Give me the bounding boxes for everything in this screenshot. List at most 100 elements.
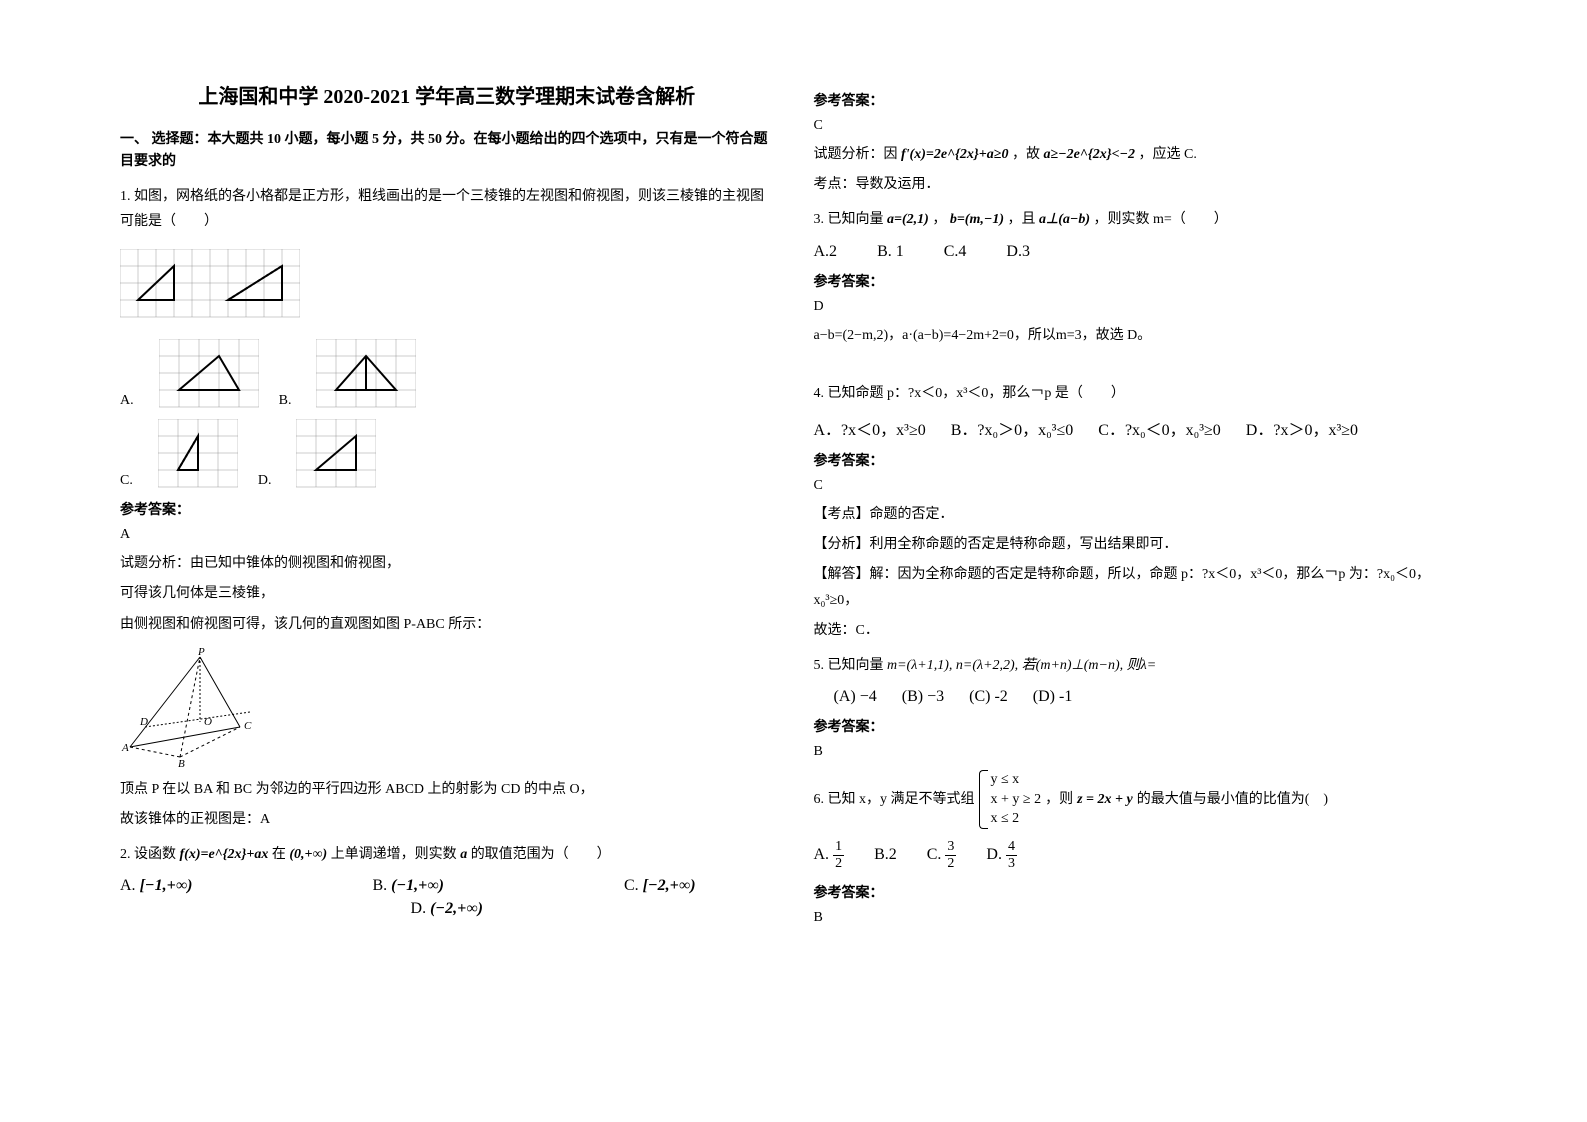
q1-optA-svg bbox=[159, 339, 259, 409]
q6-s1: y ≤ x bbox=[991, 770, 1042, 790]
q5-f1: m=(λ+1,1), n=(λ+2,2), 若(m+n)⊥(m−n), 则λ= bbox=[887, 658, 1156, 673]
q6-fCn: 3 bbox=[945, 839, 956, 856]
q6-fDd: 3 bbox=[1006, 856, 1017, 872]
q1-a2: 可得该几何体是三棱锥， bbox=[120, 581, 774, 606]
svg-text:A: A bbox=[121, 742, 129, 754]
q2-aa: 试题分析：因 bbox=[814, 147, 898, 162]
q3-text: 3. 已知向量 a=(2,1) ， b=(m,−1) ，且 a⊥(a−b) ，则… bbox=[814, 207, 1468, 232]
q3-td: ，则实数 m=（ ） bbox=[1094, 212, 1228, 227]
q6-opts: A. 12 B.2 C. 32 D. 43 bbox=[814, 839, 1468, 872]
q2-oD: (−2,+∞) bbox=[430, 900, 483, 917]
q5-ans: B bbox=[814, 744, 1468, 760]
q4-oD: D．?x＞0，x³≥0 bbox=[1246, 416, 1358, 440]
q3-analysis: a−b=(2−m,2)，a·(a−b)=4−2m+2=0，所以m=3，故选 D。 bbox=[814, 323, 1468, 348]
q1-optC-label: C. bbox=[120, 473, 133, 489]
q6-system: y ≤ x x + y ≥ 2 x ≤ 2 bbox=[979, 770, 1042, 829]
q5-oB: −3 bbox=[927, 688, 944, 705]
svg-text:C: C bbox=[244, 720, 252, 732]
svg-text:O: O bbox=[204, 716, 212, 728]
q6-fracC: 32 bbox=[945, 839, 956, 872]
q2-af1: f'(x)=2e^{2x}+a≥0 bbox=[901, 147, 1008, 162]
q3-ta: 3. 已知向量 bbox=[814, 212, 884, 227]
q2-opts2: D. (−2,+∞) bbox=[120, 900, 774, 918]
q5-oBl: (B) bbox=[902, 688, 923, 705]
q4-opts: A．?x＜0，x³≥0 B．?x₀＞0，x₀³≤0 C．?x₀＜0，x₀³≥0 … bbox=[814, 416, 1468, 440]
q2-ans: C bbox=[814, 118, 1468, 134]
q5-oC: -2 bbox=[994, 688, 1007, 705]
q1-ans: A bbox=[120, 527, 774, 543]
q6-oDl: D. bbox=[986, 846, 1002, 863]
q4-oC: C．?x₀＜0，x₀³≥0 bbox=[1098, 416, 1221, 440]
q6-f1: z = 2x + y bbox=[1077, 787, 1133, 812]
q6-ans-label: 参考答案： bbox=[814, 882, 1468, 902]
q1-optA-label: A. bbox=[120, 393, 134, 409]
q2-ans-label: 参考答案： bbox=[814, 90, 1468, 110]
q1-optB-svg bbox=[316, 339, 416, 409]
q5-oDl: (D) bbox=[1033, 688, 1055, 705]
page-title: 上海国和中学 2020-2021 学年高三数学理期末试卷含解析 bbox=[120, 80, 774, 109]
q2-ta: 2. 设函数 bbox=[120, 847, 176, 862]
q5-text: 5. 已知向量 m=(λ+1,1), n=(λ+2,2), 若(m+n)⊥(m−… bbox=[814, 653, 1468, 678]
q6-tb: ，则 bbox=[1045, 787, 1073, 812]
q2-oB: (−1,+∞) bbox=[391, 877, 444, 894]
q2-oC: [−2,+∞) bbox=[643, 877, 696, 894]
q6-ans: B bbox=[814, 910, 1468, 926]
q2-ad: 考点：导数及运用． bbox=[814, 172, 1468, 197]
q1-a1: 试题分析：由已知中锥体的侧视图和俯视图， bbox=[120, 551, 774, 576]
q2-tc: 上单调递增，则实数 bbox=[331, 847, 457, 862]
q4-a3: 【解答】解：因为全称命题的否定是特称命题，所以，命题 p：?x＜0，x³＜0，那… bbox=[814, 562, 1468, 612]
q1-options-row1: A. B. bbox=[120, 339, 774, 409]
q6-oCl: C. bbox=[927, 846, 942, 863]
q1-a5: 故该锥体的正视图是：A bbox=[120, 807, 774, 832]
q5-oAl: (A) bbox=[834, 688, 856, 705]
q3-opts: A.2 B. 1 C.4 D.3 bbox=[814, 243, 1468, 261]
q3-f2: b=(m,−1) bbox=[950, 212, 1004, 227]
q2-ab: ，故 bbox=[1012, 147, 1040, 162]
q2-oAl: A. bbox=[120, 877, 136, 894]
q1-a3: 由侧视图和俯视图可得，该几何的直观图如图 P-ABC 所示： bbox=[120, 612, 774, 637]
q5-ans-label: 参考答案： bbox=[814, 716, 1468, 736]
q2-f2: (0,+∞) bbox=[289, 847, 327, 862]
q2-oBl: B. bbox=[372, 877, 387, 894]
q6-oAl: A. bbox=[814, 846, 830, 863]
q5-oCl: (C) bbox=[969, 688, 990, 705]
q1-options-row2: C. D. bbox=[120, 419, 774, 489]
q6-s3: x ≤ 2 bbox=[991, 809, 1042, 829]
q3-ans: D bbox=[814, 299, 1468, 315]
q4-text: 4. 已知命题 p：?x＜0，x³＜0，那么￢p 是（ ） bbox=[814, 381, 1468, 406]
q2-f3: a bbox=[460, 847, 467, 862]
q4-a1: 【考点】命题的否定． bbox=[814, 502, 1468, 527]
q3-f1: a=(2,1) bbox=[887, 212, 929, 227]
q1-optD-svg bbox=[296, 419, 376, 489]
q5-ta: 5. 已知向量 bbox=[814, 658, 884, 673]
q6-fAd: 2 bbox=[833, 856, 844, 872]
q2-analysis: 试题分析：因 f'(x)=2e^{2x}+a≥0 ，故 a≥−2e^{2x}<−… bbox=[814, 142, 1468, 167]
q1-a4: 顶点 P 在以 BA 和 BC 为邻边的平行四边形 ABCD 上的射影为 CD … bbox=[120, 777, 774, 802]
q2-opts1: A. [−1,+∞) B. (−1,+∞) C. [−2,+∞) bbox=[120, 877, 774, 895]
q3-tb: ， bbox=[932, 212, 946, 227]
q6-fCd: 2 bbox=[945, 856, 956, 872]
q6-tc: 的最大值与最小值的比值为( ) bbox=[1137, 787, 1328, 812]
q3-oD: D.3 bbox=[1006, 243, 1030, 261]
q6-fracD: 43 bbox=[1006, 839, 1017, 872]
q6-oBl: B.2 bbox=[874, 846, 897, 864]
q2-tb: 在 bbox=[272, 847, 286, 862]
q5-oD: -1 bbox=[1059, 688, 1072, 705]
q2-oCl: C. bbox=[624, 877, 639, 894]
q2-td: 的取值范围为（ ） bbox=[471, 847, 611, 862]
q1-given-figure bbox=[120, 249, 300, 324]
q2-text: 2. 设函数 f(x)=e^{2x}+ax 在 (0,+∞) 上单调递增，则实数… bbox=[120, 842, 774, 867]
q1-optB-label: B. bbox=[279, 393, 292, 409]
q2-af2: a≥−2e^{2x}<−2 bbox=[1043, 147, 1135, 162]
q3-ans-label: 参考答案： bbox=[814, 271, 1468, 291]
q1-tetra-svg: P A B C D O bbox=[120, 647, 300, 767]
q5-oA: −4 bbox=[860, 688, 877, 705]
q2-f1: f(x)=e^{2x}+ax bbox=[180, 847, 269, 862]
q4-oA: A．?x＜0，x³≥0 bbox=[814, 416, 926, 440]
q2-ac: ，应选 C. bbox=[1139, 147, 1197, 162]
q4-a2: 【分析】利用全称命题的否定是特称命题，写出结果即可． bbox=[814, 532, 1468, 557]
q4-a4: 故选：C． bbox=[814, 618, 1468, 643]
q3-oC: C.4 bbox=[944, 243, 967, 261]
q4-ans-label: 参考答案： bbox=[814, 450, 1468, 470]
q3-oB: B. 1 bbox=[877, 243, 904, 261]
